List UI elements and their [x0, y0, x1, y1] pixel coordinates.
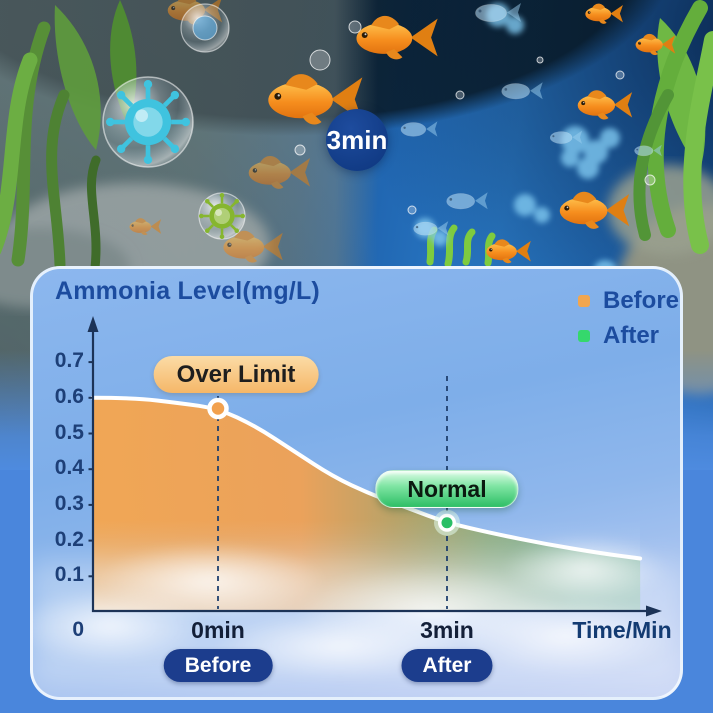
goldfish-icon: [356, 15, 438, 60]
x-axis-title: Time/Min: [572, 617, 672, 643]
timer-badge-label: 3min: [326, 124, 388, 155]
before-button: Before: [163, 649, 273, 682]
goldfish-icon: [486, 239, 531, 264]
microbe-bubble-small: [197, 191, 247, 241]
legend-marker-after-icon: [578, 330, 590, 342]
bacteria-bubble-large: [102, 76, 194, 168]
bubbles: [294, 20, 656, 215]
goldfish-icon: [577, 90, 633, 120]
cell-bubble: [180, 3, 230, 53]
goldfish-icon: [585, 3, 623, 24]
legend-marker-before-icon: [578, 295, 590, 307]
bacteria-icon: [106, 80, 190, 164]
chart-title: Ammonia Level(mg/L): [55, 277, 320, 305]
legend: Before After: [578, 287, 679, 350]
over-limit-pill: Over Limit: [153, 356, 319, 393]
legend-row-after: After: [578, 322, 679, 350]
legend-label: Before: [603, 287, 680, 314]
plant-leaves: [0, 0, 713, 273]
blue-fish-icon: [400, 121, 438, 137]
normal-pill: Normal: [375, 470, 519, 508]
goldfish-icon: [248, 155, 311, 189]
aquarium-decor: [0, 0, 713, 395]
blue-fish-icon: [446, 191, 489, 210]
after-button: After: [401, 649, 493, 682]
legend-row-before: Before: [578, 287, 679, 315]
timer-badge: 3min: [326, 109, 388, 171]
blue-fish-icon: [501, 81, 544, 100]
legend-label: After: [603, 322, 660, 349]
microbe-icon: [197, 191, 247, 241]
